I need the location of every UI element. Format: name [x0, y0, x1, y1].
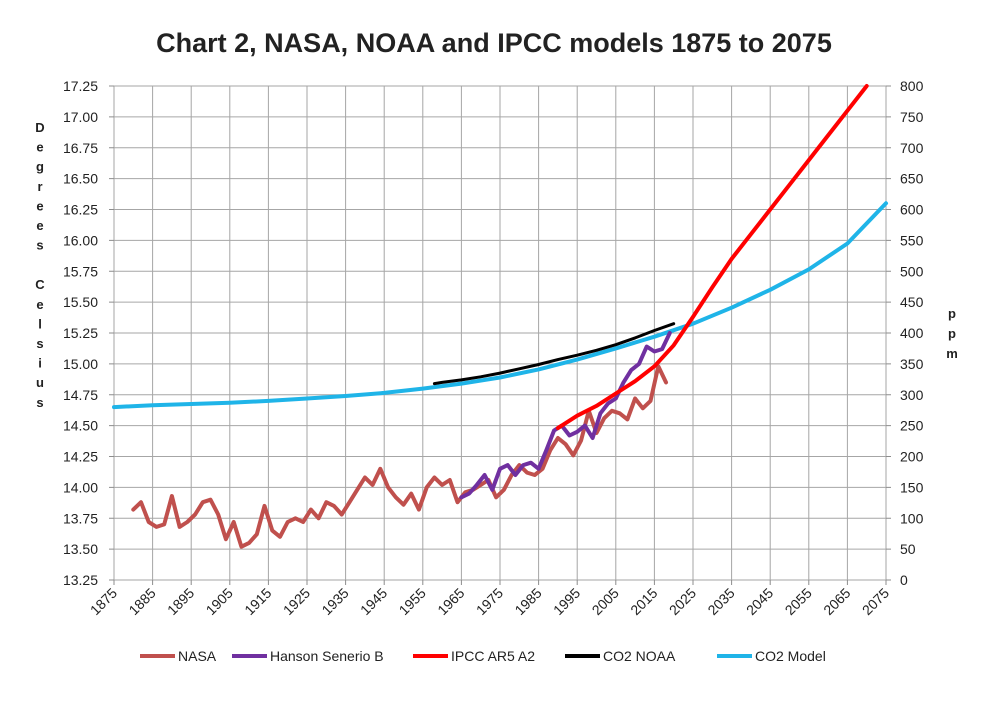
x-tick-label: 1905 [203, 585, 236, 618]
legend: NASA Hanson Senerio B IPCC AR5 A2 CO2 NOAA C… [140, 648, 826, 664]
grid-lines [113, 85, 887, 581]
series-line-ipcc-ar5-a2 [555, 84, 869, 431]
axis-label-letter: C [35, 277, 45, 292]
axis-label-letter: s [36, 238, 43, 253]
axis-label-letter: e [36, 140, 43, 155]
x-tick-label: 1885 [125, 585, 158, 618]
x-tick-label: 2055 [782, 585, 815, 618]
axis-label-letter: e [36, 218, 43, 233]
axis-label-letter: D [35, 120, 44, 135]
y-right-tick-label: 800 [900, 78, 924, 94]
axis-label-letter: g [36, 159, 44, 174]
legend-label: Hanson Senerio B [270, 648, 384, 664]
y-right-tick-label: 50 [900, 541, 916, 557]
y-left-tick-label: 13.50 [63, 541, 98, 557]
x-tick-label: 1965 [434, 585, 467, 618]
y-right-tick-label: 250 [900, 418, 924, 434]
axis-label-letter: s [36, 395, 43, 410]
axis-label-letter: p [948, 326, 956, 341]
y-right-tick-label: 550 [900, 232, 924, 248]
y-left-tick-label: 17.25 [63, 78, 98, 94]
x-tick-label: 1925 [280, 585, 313, 618]
y-right-tick-label: 100 [900, 510, 924, 526]
axis-label-letter: s [36, 336, 43, 351]
series-line-nasa [131, 364, 668, 549]
y-right-tick-label: 650 [900, 171, 924, 187]
legend-label: IPCC AR5 A2 [451, 648, 535, 664]
y-right-tick-label: 600 [900, 202, 924, 218]
legend-label: CO2 NOAA [603, 648, 676, 664]
axis-label-letter: u [36, 375, 44, 390]
y-left-tick-label: 16.75 [63, 140, 98, 156]
x-tick-label: 1935 [318, 585, 351, 618]
series-line-co2-model [112, 201, 888, 410]
y-right-tick-label: 200 [900, 449, 924, 465]
series-lines [112, 84, 888, 549]
y-right-tick-label: 700 [900, 140, 924, 156]
x-tick-label: 2015 [627, 585, 660, 618]
y-left-tick-label: 14.25 [63, 449, 98, 465]
y-left-tick-label: 14.00 [63, 479, 98, 495]
y-axis-label-right: ppm [946, 306, 958, 361]
y-left-tick-label: 15.50 [63, 294, 98, 310]
x-tick-label: 1975 [473, 585, 506, 618]
x-tick-label: 2025 [666, 585, 699, 618]
y-right-tick-label: 450 [900, 294, 924, 310]
y-right-tick-label: 300 [900, 387, 924, 403]
x-tick-label: 2045 [743, 585, 776, 618]
x-tick-label: 1915 [241, 585, 274, 618]
y-left-tick-label: 16.00 [63, 232, 98, 248]
legend-label: NASA [178, 648, 217, 664]
y-left-tick-label: 15.75 [63, 263, 98, 279]
axis-label-letter: l [38, 316, 42, 331]
y-right-tick-label: 350 [900, 356, 924, 372]
x-tick-label: 1985 [511, 585, 544, 618]
series-line-co2-noaa [432, 322, 676, 386]
axis-label-letter: e [36, 297, 43, 312]
y-left-tick-label: 15.00 [63, 356, 98, 372]
y-left-tick-label: 13.25 [63, 572, 98, 588]
x-tick-label: 2005 [589, 585, 622, 618]
y-left-tick-label: 13.75 [63, 510, 98, 526]
axis-label-letter: e [36, 198, 43, 213]
y-right-tick-label: 500 [900, 263, 924, 279]
y-left-tick-label: 17.00 [63, 109, 98, 125]
axis-label-letter: m [946, 346, 958, 361]
y-right-tick-label: 0 [900, 572, 908, 588]
legend-label: CO2 Model [755, 648, 826, 664]
x-tick-label: 1875 [87, 585, 120, 618]
x-tick-label: 1945 [357, 585, 390, 618]
chart-title: Chart 2, NASA, NOAA and IPCC models 1875… [156, 28, 832, 58]
y-left-tick-label: 16.25 [63, 202, 98, 218]
y-right-tick-label: 400 [900, 325, 924, 341]
axis-label-letter: p [948, 306, 956, 321]
x-tick-label: 1955 [396, 585, 429, 618]
y-right-tick-label: 750 [900, 109, 924, 125]
y-left-tick-label: 14.75 [63, 387, 98, 403]
axis-label-letter: r [37, 179, 42, 194]
x-tick-label: 1895 [164, 585, 197, 618]
x-tick-label: 2065 [820, 585, 853, 618]
x-tick-label: 1995 [550, 585, 583, 618]
axis-label-letter: i [38, 356, 42, 371]
x-tick-label: 2035 [704, 585, 737, 618]
x-tick-label: 2075 [859, 585, 892, 618]
y-left-tick-label: 16.50 [63, 171, 98, 187]
y-left-tick-label: 15.25 [63, 325, 98, 341]
y-left-tick-label: 14.50 [63, 418, 98, 434]
series-line-hanson-senerio-b [459, 331, 672, 500]
y-right-tick-label: 150 [900, 479, 924, 495]
